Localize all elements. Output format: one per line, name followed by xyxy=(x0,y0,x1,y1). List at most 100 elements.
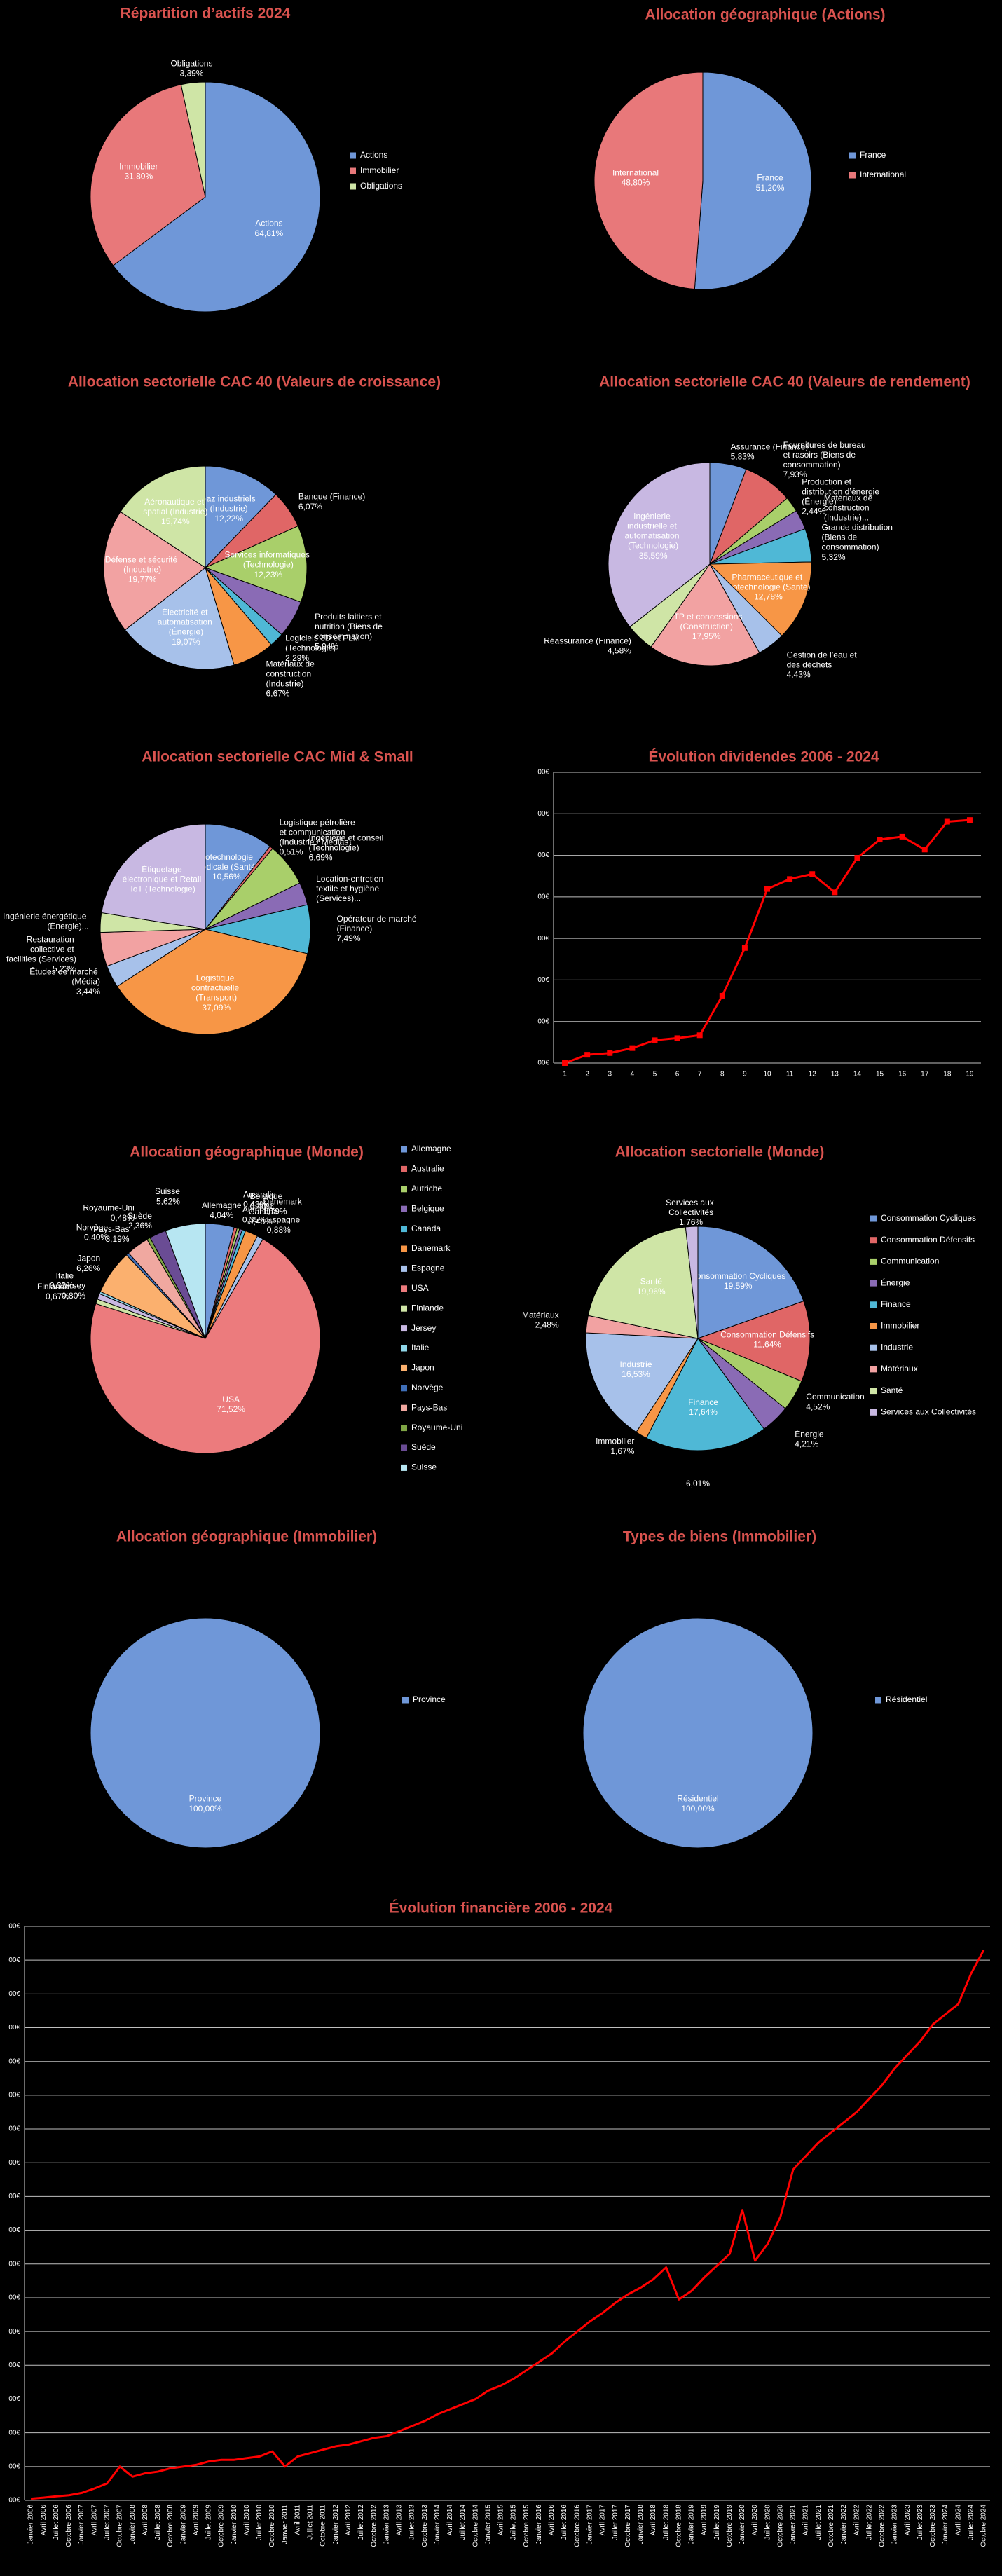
slice-label: Banque (Finance)6,07% xyxy=(298,492,365,512)
slice-label-value: 1,67% xyxy=(610,1446,634,1456)
pie-slice xyxy=(645,1338,765,1451)
slice-label-name: Gaz industriels (Industrie) xyxy=(200,494,258,514)
slice-label-value: 17,95% xyxy=(692,631,721,641)
legend-swatch xyxy=(350,152,356,159)
legend-swatch xyxy=(401,1305,407,1312)
legend-swatch xyxy=(870,1237,877,1244)
slice-label-value: 0,67% xyxy=(46,1292,69,1301)
slice-label-name: Études de marché (Média) xyxy=(29,966,100,987)
slice-label-name: France xyxy=(757,173,783,183)
data-point xyxy=(921,847,928,853)
x-tick-label: Octobre 2006 xyxy=(65,2505,73,2547)
slice-label-name: Logistique pétrolière et communication (… xyxy=(280,817,357,847)
x-tick-label: Juillet 2007 xyxy=(103,2505,111,2540)
x-tick-label: 13 xyxy=(831,1071,839,1078)
data-point xyxy=(607,1050,613,1056)
slice-label-value: 0,40% xyxy=(84,1232,108,1242)
x-tick-label: Avril 2024 xyxy=(954,2505,962,2536)
x-tick-label: Avril 2013 xyxy=(396,2505,404,2536)
x-tick-label: 9 xyxy=(743,1071,747,1078)
slice-label: Défense et sécurité (Industrie)19,77% xyxy=(105,555,180,584)
data-line xyxy=(30,1950,985,2500)
slice-label-name: Matériaux xyxy=(522,1310,559,1320)
legend-swatch xyxy=(401,1205,407,1212)
x-tick-label: Avril 2012 xyxy=(345,2505,352,2536)
data-point xyxy=(854,855,860,861)
y-tick-label: 00€ xyxy=(8,2497,20,2505)
slice-label: Fournitures de bureau et rasoirs (Biens … xyxy=(783,440,868,479)
slice-label-value: 100,00% xyxy=(681,1804,715,1814)
legend-label: Services aux Collectivités xyxy=(881,1406,976,1416)
slice-label-value: 5,62% xyxy=(156,1196,180,1206)
x-tick-label: Octobre 2019 xyxy=(726,2505,734,2547)
y-tick-label: 00€ xyxy=(537,893,549,900)
x-tick-label: Janvier 2016 xyxy=(535,2505,543,2545)
legend-label: Obligations xyxy=(360,181,402,191)
data-point xyxy=(696,1032,703,1039)
legend-label: Canada xyxy=(411,1224,441,1233)
slice-label-name: Japon xyxy=(77,1254,100,1263)
slice-label: Logistique contractuelle (Transport)37,0… xyxy=(191,973,241,1013)
x-tick-label: Juillet 2017 xyxy=(612,2505,619,2540)
slice-label: Électricité et automatisation (Énergie)1… xyxy=(158,607,214,647)
x-tick-label: Juillet 2013 xyxy=(409,2505,416,2540)
x-tick-label: Avril 2010 xyxy=(243,2505,251,2536)
slice-label-name: Finlande xyxy=(37,1282,69,1292)
slice-label-name: Finance xyxy=(688,1397,718,1407)
slice-label-value: 0,35% xyxy=(242,1214,266,1224)
chart-title: Évolution dividendes 2006 - 2024 xyxy=(648,749,879,765)
legend-swatch xyxy=(401,1226,407,1233)
legend-label: Immobilier xyxy=(360,165,399,175)
legend-label: Royaume-Uni xyxy=(411,1423,462,1432)
y-tick-label: 00€ xyxy=(537,976,549,984)
x-tick-label: Janvier 2017 xyxy=(586,2505,593,2545)
slice-label-value: 19,07% xyxy=(172,637,200,647)
y-tick-label: 00€ xyxy=(8,2328,20,2336)
slice-label-value: 5,94% xyxy=(315,641,338,651)
x-tick-label: Juillet 2006 xyxy=(53,2505,60,2540)
x-tick-label: Avril 2023 xyxy=(904,2505,912,2536)
pie-slice xyxy=(685,1226,699,1339)
legend-swatch xyxy=(401,1364,407,1371)
pie-slice xyxy=(650,563,760,666)
legend-swatch xyxy=(870,1280,877,1287)
legend-swatch xyxy=(849,152,856,159)
slice-label-name: International xyxy=(612,168,659,178)
pie-slice xyxy=(582,1617,814,1849)
legend-swatch xyxy=(401,1464,407,1471)
x-tick-label: Juillet 2019 xyxy=(713,2505,721,2540)
x-tick-label: 4 xyxy=(631,1071,635,1078)
x-tick-label: Juillet 2010 xyxy=(256,2505,263,2540)
legend-swatch xyxy=(401,1404,407,1411)
x-tick-label: Avril 2021 xyxy=(802,2505,810,2536)
legend-label: Norvège xyxy=(411,1383,444,1392)
slice-label-name: Danemark xyxy=(263,1197,303,1207)
slice-label: Production et distribution d’énergie (Én… xyxy=(802,477,881,516)
slice-label-value: 35,59% xyxy=(639,551,668,561)
slice-label-value: 37,09% xyxy=(202,1003,231,1013)
legend-label: Danemark xyxy=(411,1243,451,1253)
legend-label: International xyxy=(860,170,906,179)
slice-label-value: 0,51% xyxy=(280,847,303,856)
annotation: 6,01% xyxy=(686,1479,710,1488)
slice-label-value: 64,81% xyxy=(255,228,284,238)
slice-label-name: Banque (Finance) xyxy=(298,492,365,502)
y-tick-label: 00€ xyxy=(537,769,549,776)
legend-swatch xyxy=(402,1697,409,1704)
data-point xyxy=(809,871,816,877)
y-tick-label: 00€ xyxy=(8,2125,20,2133)
x-tick-label: 1 xyxy=(563,1071,567,1078)
slice-label-value: 11,64% xyxy=(753,1340,781,1350)
pie-slice xyxy=(116,929,308,1035)
slice-label: Ingénierie énergétique (Énergie)... xyxy=(3,912,89,931)
x-tick-label: Juillet 2016 xyxy=(561,2505,568,2540)
